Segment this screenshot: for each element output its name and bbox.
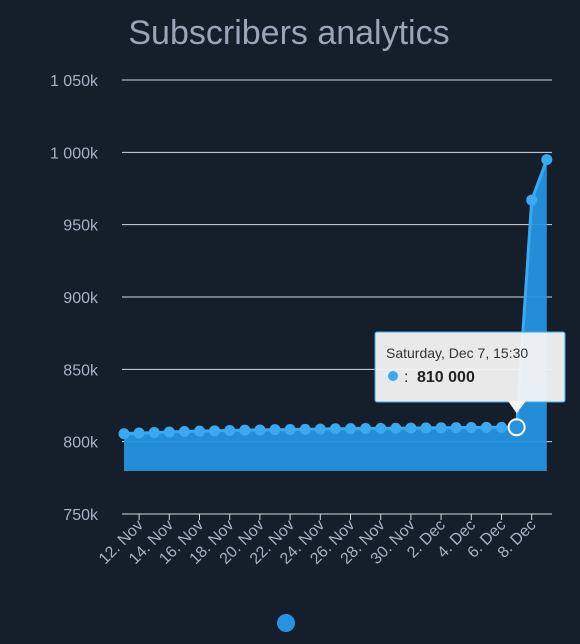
data-point[interactable]	[163, 426, 175, 438]
data-point[interactable]	[224, 425, 236, 437]
legend-item-series[interactable]	[277, 614, 295, 632]
y-tick-label: 750k	[63, 507, 99, 524]
y-tick-label: 1 050k	[50, 73, 99, 90]
y-tick-label: 1 000k	[50, 145, 99, 162]
data-point[interactable]	[420, 422, 432, 434]
data-point[interactable]	[329, 423, 341, 435]
data-point[interactable]	[284, 424, 296, 436]
data-point[interactable]	[254, 424, 266, 436]
tooltip-value: 810 000	[417, 369, 475, 386]
data-point[interactable]	[405, 422, 417, 434]
data-point[interactable]	[178, 426, 190, 438]
y-tick-label: 800k	[63, 435, 99, 452]
tooltip-prefix: :	[404, 369, 408, 386]
data-point[interactable]	[480, 421, 492, 433]
data-point[interactable]	[269, 424, 281, 436]
data-point[interactable]	[541, 154, 553, 166]
tooltip-series-dot	[388, 371, 398, 381]
data-point[interactable]	[148, 427, 160, 439]
data-point[interactable]	[496, 421, 507, 433]
data-point[interactable]	[209, 425, 221, 437]
data-point[interactable]	[345, 423, 356, 435]
data-point[interactable]	[299, 423, 311, 435]
data-point[interactable]	[450, 422, 462, 434]
data-point[interactable]	[435, 422, 447, 434]
y-tick-label: 900k	[63, 290, 99, 307]
data-point[interactable]	[526, 194, 538, 206]
tooltip-pointer	[508, 401, 526, 414]
data-point[interactable]	[314, 423, 326, 435]
data-point-hovered[interactable]	[507, 418, 526, 437]
data-point[interactable]	[465, 421, 477, 433]
data-point[interactable]	[239, 424, 251, 436]
data-point[interactable]	[194, 425, 205, 437]
data-point[interactable]	[375, 422, 387, 434]
tooltip-box	[374, 331, 566, 403]
y-tick-label: 950k	[63, 218, 99, 235]
data-point[interactable]	[390, 422, 402, 434]
data-point[interactable]	[360, 423, 372, 435]
y-tick-label: 850k	[63, 362, 99, 379]
data-point[interactable]	[133, 427, 145, 439]
tooltip-date: Saturday, Dec 7, 15:30	[386, 345, 528, 361]
chart-title: Subscribers analytics	[128, 14, 449, 52]
series-area	[124, 159, 547, 471]
data-point[interactable]	[118, 428, 130, 440]
